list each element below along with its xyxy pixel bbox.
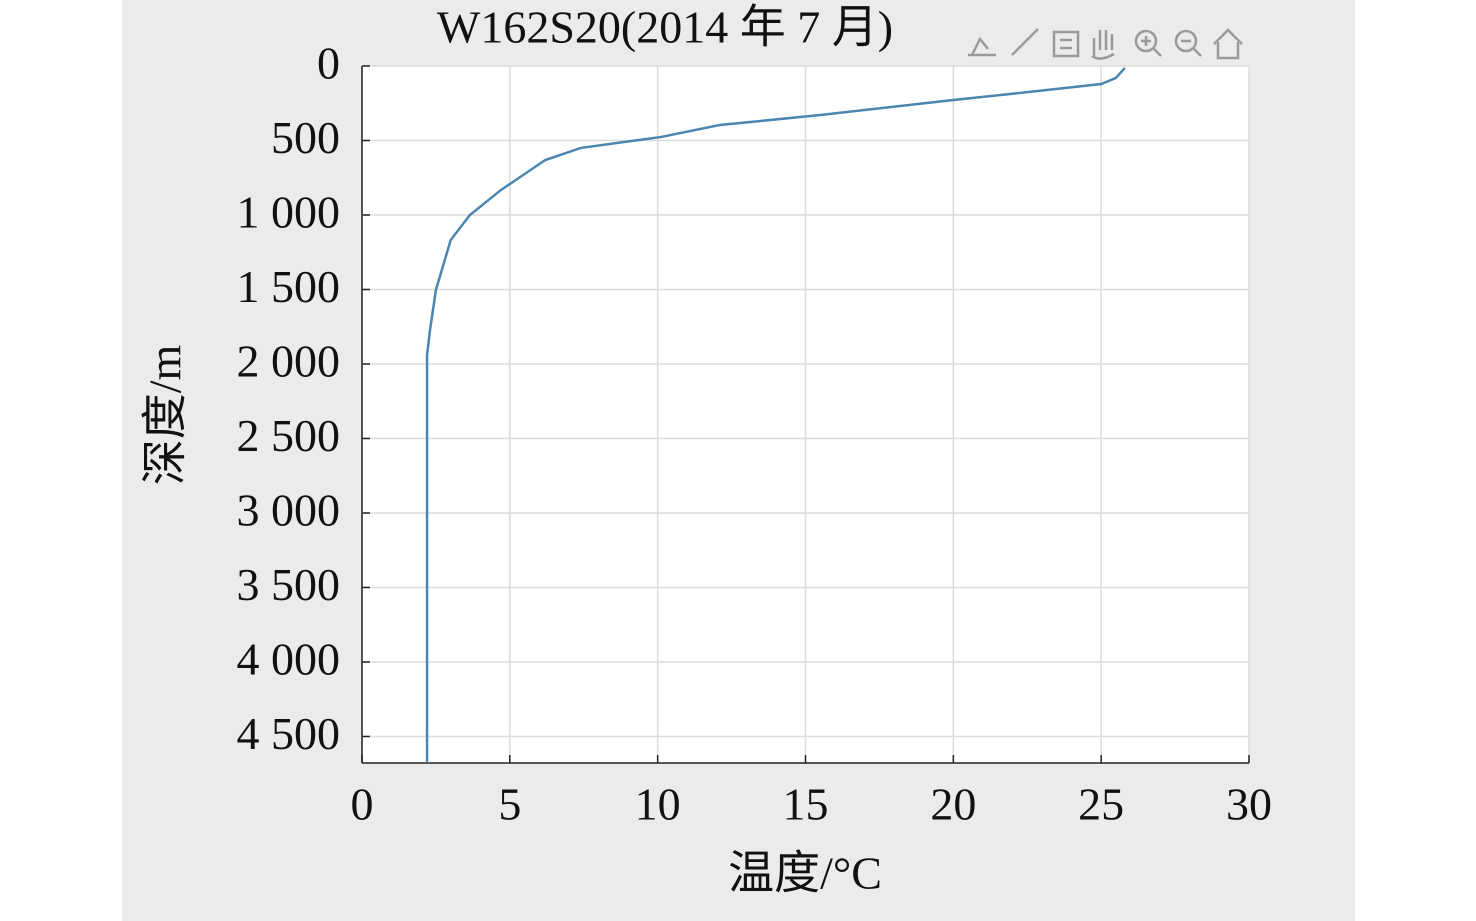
- y-axis-label: 深度/m: [140, 345, 191, 486]
- y-tick-label: 3 500: [237, 559, 341, 610]
- x-tick-label: 30: [1226, 779, 1272, 830]
- chart-title: W162S20(2014 年 7 月): [437, 2, 893, 53]
- y-tick-label: 4 000: [237, 634, 341, 685]
- x-axis-label: 温度/°C: [728, 848, 882, 899]
- x-tick-label: 20: [930, 779, 976, 830]
- brush-icon[interactable]: [1011, 28, 1039, 56]
- zoom-out-icon[interactable]: [1174, 29, 1202, 57]
- y-tick-label: 500: [271, 112, 340, 163]
- zoom-in-icon[interactable]: [1134, 29, 1162, 57]
- data-line: [425, 67, 1126, 762]
- x-tick-label: 10: [635, 779, 681, 830]
- datatip-icon[interactable]: [968, 36, 996, 57]
- y-tick-label: 2 000: [237, 336, 341, 387]
- y-tick-label: 3 000: [237, 485, 341, 536]
- y-tick-label: 2 500: [237, 410, 341, 461]
- y-tick-label: 4 500: [237, 708, 341, 759]
- x-tick-label: 5: [498, 779, 521, 830]
- y-tick-label: 0: [317, 38, 340, 89]
- toolbar: [968, 28, 1243, 60]
- y-tick-label: 1 000: [237, 187, 341, 238]
- home-icon[interactable]: [1213, 28, 1243, 60]
- pan-icon[interactable]: [1091, 30, 1115, 60]
- y-tick-label: 1 500: [237, 261, 341, 312]
- x-tick-label: 25: [1078, 779, 1124, 830]
- x-tick-label: 15: [783, 779, 829, 830]
- legend-icon[interactable]: [1052, 30, 1080, 58]
- x-tick-label: 0: [351, 779, 374, 830]
